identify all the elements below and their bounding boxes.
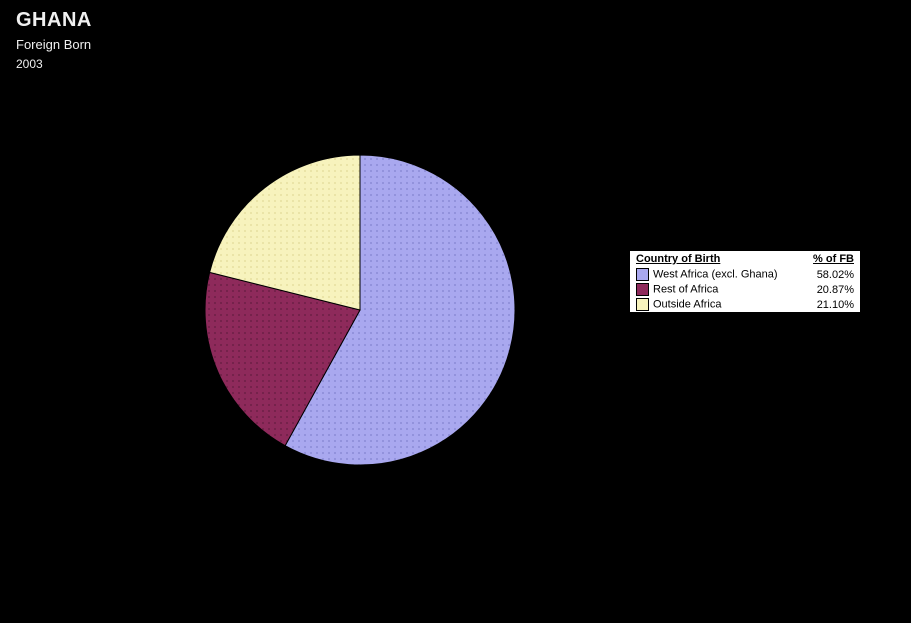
legend-swatch [636, 298, 649, 311]
legend-header-pct: % of FB [801, 251, 860, 267]
legend: Country of Birth % of FB West Africa (ex… [629, 250, 861, 313]
legend-pct: 20.87% [801, 282, 860, 297]
legend-label: West Africa (excl. Ghana) [630, 267, 801, 282]
legend-label: Rest of Africa [630, 282, 801, 297]
title-main: GHANA [16, 8, 92, 33]
title-note: 2003 [16, 57, 92, 72]
legend-pct: 58.02% [801, 267, 860, 282]
legend-table: Country of Birth % of FB West Africa (ex… [630, 251, 860, 312]
pie-chart [200, 150, 520, 470]
legend-swatch [636, 268, 649, 281]
legend-header-label: Country of Birth [630, 251, 801, 267]
legend-label: Outside Africa [630, 297, 801, 312]
title-block: GHANA Foreign Born 2003 [16, 8, 92, 72]
legend-row: West Africa (excl. Ghana)58.02% [630, 267, 860, 282]
legend-row: Rest of Africa20.87% [630, 282, 860, 297]
legend-row: Outside Africa21.10% [630, 297, 860, 312]
title-sub: Foreign Born [16, 37, 92, 53]
legend-swatch [636, 283, 649, 296]
pie-svg [200, 150, 520, 470]
legend-pct: 21.10% [801, 297, 860, 312]
